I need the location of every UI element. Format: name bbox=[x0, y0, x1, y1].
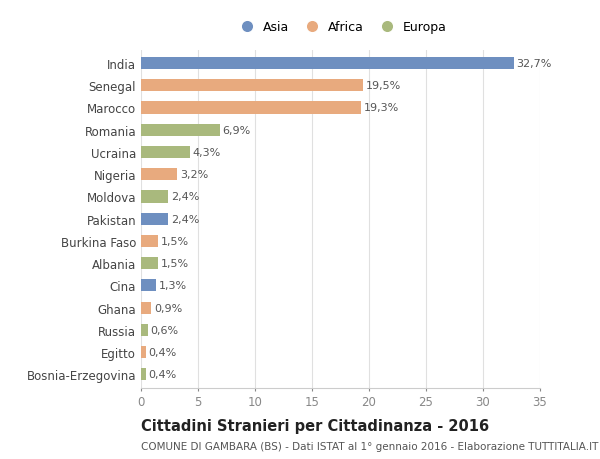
Text: Cittadini Stranieri per Cittadinanza - 2016: Cittadini Stranieri per Cittadinanza - 2… bbox=[141, 418, 489, 433]
Text: COMUNE DI GAMBARA (BS) - Dati ISTAT al 1° gennaio 2016 - Elaborazione TUTTITALIA: COMUNE DI GAMBARA (BS) - Dati ISTAT al 1… bbox=[141, 441, 598, 451]
Text: 0,4%: 0,4% bbox=[148, 347, 176, 358]
Text: 3,2%: 3,2% bbox=[181, 170, 209, 180]
Text: 2,4%: 2,4% bbox=[171, 192, 200, 202]
Text: 0,9%: 0,9% bbox=[154, 303, 182, 313]
Bar bbox=[141, 346, 146, 358]
Text: 0,4%: 0,4% bbox=[148, 369, 176, 380]
Bar bbox=[141, 213, 169, 225]
Text: 6,9%: 6,9% bbox=[223, 125, 251, 135]
Bar bbox=[141, 369, 146, 381]
Bar bbox=[141, 191, 169, 203]
Text: 1,5%: 1,5% bbox=[161, 236, 189, 246]
Text: 19,5%: 19,5% bbox=[366, 81, 401, 91]
Bar bbox=[141, 80, 364, 92]
Bar bbox=[141, 168, 178, 181]
Text: 32,7%: 32,7% bbox=[517, 59, 552, 69]
Bar bbox=[141, 302, 151, 314]
Bar bbox=[141, 324, 148, 336]
Text: 0,6%: 0,6% bbox=[151, 325, 179, 335]
Bar bbox=[141, 280, 156, 292]
Text: 1,5%: 1,5% bbox=[161, 258, 189, 269]
Bar bbox=[141, 257, 158, 270]
Text: 4,3%: 4,3% bbox=[193, 148, 221, 157]
Bar bbox=[141, 124, 220, 136]
Bar bbox=[141, 102, 361, 114]
Legend: Asia, Africa, Europa: Asia, Africa, Europa bbox=[229, 16, 452, 39]
Text: 1,3%: 1,3% bbox=[158, 281, 187, 291]
Bar bbox=[141, 146, 190, 159]
Bar bbox=[141, 58, 514, 70]
Text: 19,3%: 19,3% bbox=[364, 103, 399, 113]
Bar bbox=[141, 235, 158, 247]
Text: 2,4%: 2,4% bbox=[171, 214, 200, 224]
